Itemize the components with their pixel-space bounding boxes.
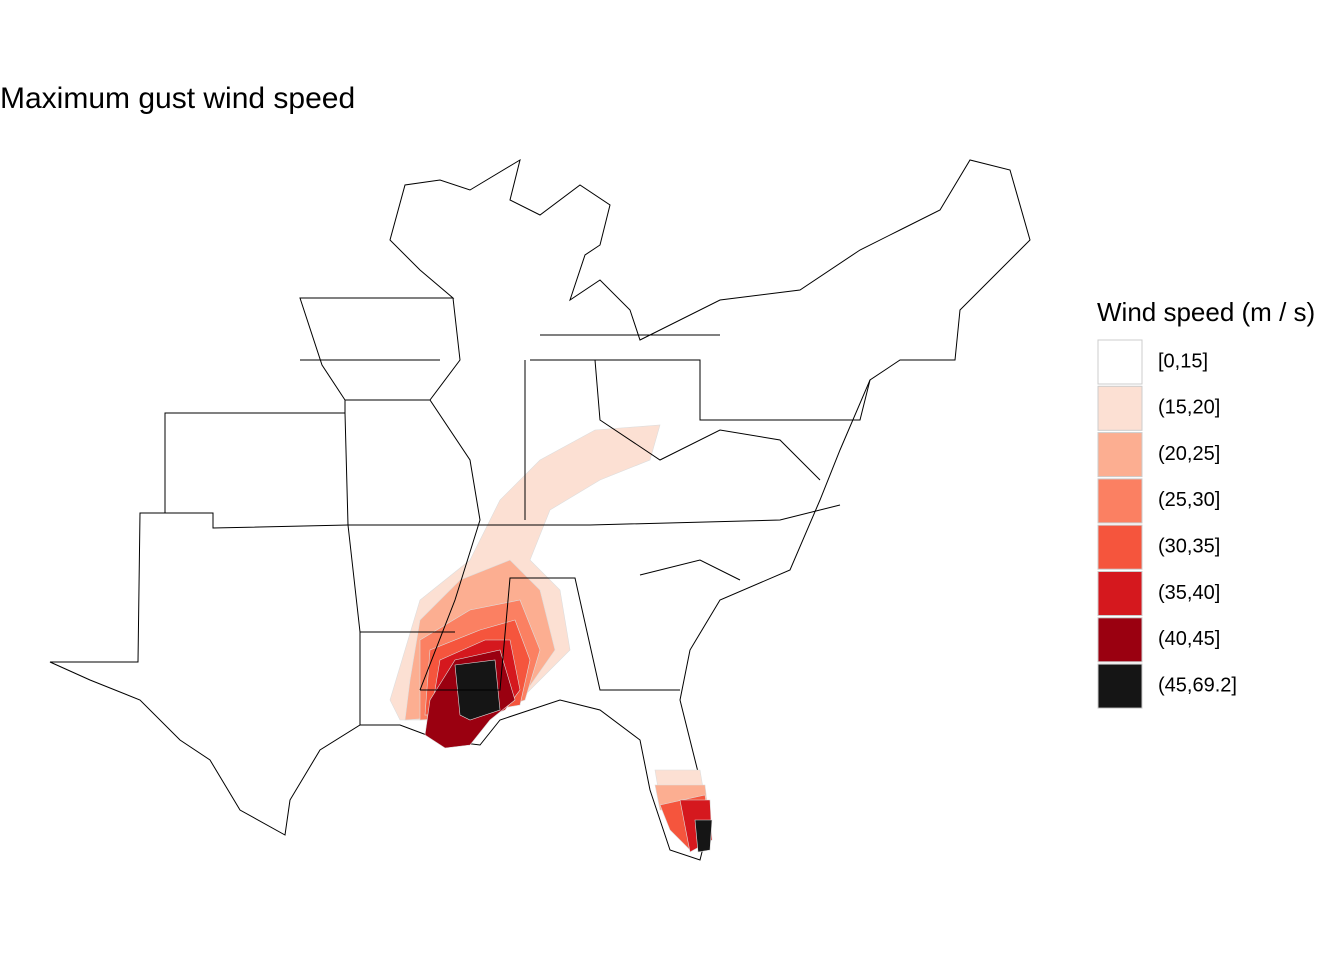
state-line bbox=[419, 297, 481, 691]
legend-swatch bbox=[1097, 432, 1143, 478]
state-lines bbox=[165, 297, 871, 725]
state-line bbox=[344, 412, 361, 725]
state-line bbox=[524, 359, 821, 520]
legend-swatch bbox=[1097, 339, 1143, 385]
wind-zone bbox=[694, 819, 713, 853]
legend-label: (45,69.2] bbox=[1158, 674, 1237, 696]
legend-swatch bbox=[1097, 385, 1143, 431]
state-line bbox=[348, 504, 841, 526]
state-line bbox=[530, 359, 871, 581]
state-line bbox=[360, 577, 680, 691]
legend-swatch bbox=[1097, 663, 1143, 709]
map bbox=[49, 158, 1031, 861]
map-title: Maximum gust wind speed bbox=[0, 82, 355, 115]
legend-label: (30,35] bbox=[1158, 535, 1220, 557]
legend-swatch bbox=[1097, 617, 1143, 663]
legend-label: (15,20] bbox=[1158, 397, 1220, 419]
legend-label: (20,25] bbox=[1158, 443, 1220, 465]
legend-label: (25,30] bbox=[1158, 489, 1220, 511]
state-line bbox=[165, 512, 349, 529]
legend: Wind speed (m / s) [0,15] (15,20] (20,25] (… bbox=[1097, 297, 1315, 709]
legend-swatch bbox=[1097, 478, 1143, 524]
state-line bbox=[300, 334, 720, 401]
legend-title: Wind speed (m / s) bbox=[1097, 297, 1315, 327]
legend-label: (40,45] bbox=[1158, 628, 1220, 650]
legend-label: [0,15] bbox=[1158, 350, 1208, 372]
legend-swatch bbox=[1097, 571, 1143, 616]
legend-label: (35,40] bbox=[1158, 582, 1220, 604]
legend-swatch bbox=[1097, 524, 1143, 570]
